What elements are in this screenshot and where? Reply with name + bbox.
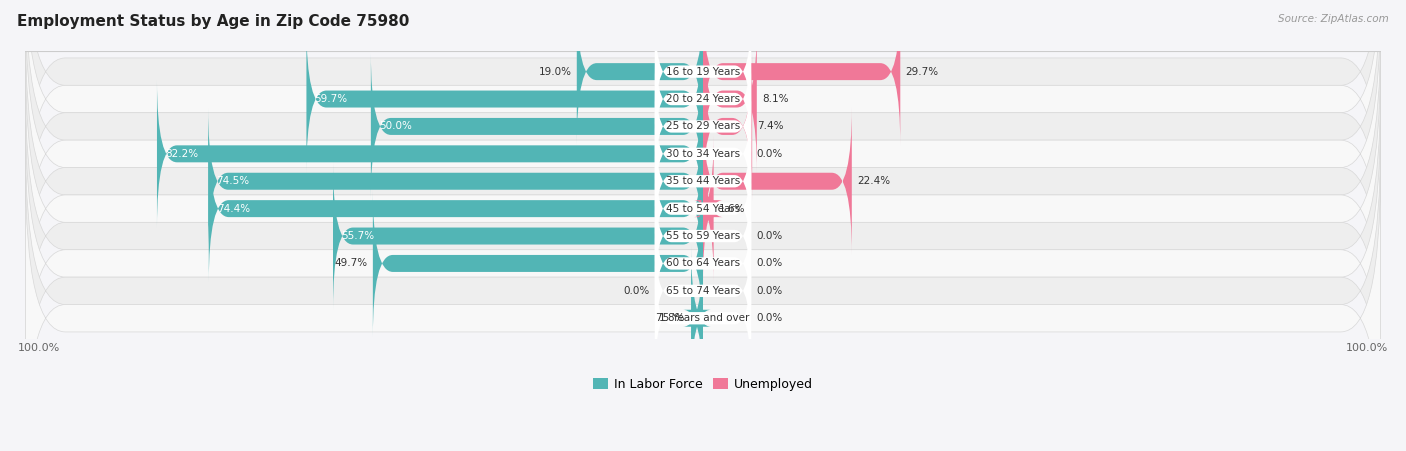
FancyBboxPatch shape [703,25,756,173]
FancyBboxPatch shape [655,256,751,381]
Text: 65 to 74 Years: 65 to 74 Years [666,286,740,296]
FancyBboxPatch shape [655,146,751,271]
Text: 7.4%: 7.4% [758,121,785,131]
Text: 59.7%: 59.7% [315,94,347,104]
Text: 19.0%: 19.0% [538,67,571,77]
FancyBboxPatch shape [655,9,751,134]
FancyBboxPatch shape [655,64,751,189]
Text: 30 to 34 Years: 30 to 34 Years [666,149,740,159]
FancyBboxPatch shape [655,174,751,299]
FancyBboxPatch shape [25,3,1381,304]
Text: 20 to 24 Years: 20 to 24 Years [666,94,740,104]
FancyBboxPatch shape [208,107,703,255]
FancyBboxPatch shape [703,53,752,200]
FancyBboxPatch shape [703,107,852,255]
Text: 49.7%: 49.7% [335,258,367,268]
FancyBboxPatch shape [655,92,751,216]
Text: 25 to 29 Years: 25 to 29 Years [666,121,740,131]
Text: 0.0%: 0.0% [756,286,783,296]
Text: 74.5%: 74.5% [217,176,249,186]
FancyBboxPatch shape [703,0,900,145]
Text: 60 to 64 Years: 60 to 64 Years [666,258,740,268]
Text: 1.6%: 1.6% [718,204,745,214]
Text: 45 to 54 Years: 45 to 54 Years [666,204,740,214]
Text: 35 to 44 Years: 35 to 44 Years [666,176,740,186]
FancyBboxPatch shape [25,167,1381,451]
FancyBboxPatch shape [25,113,1381,414]
Text: 8.1%: 8.1% [762,94,789,104]
Text: 75 Years and over: 75 Years and over [657,313,749,323]
FancyBboxPatch shape [25,31,1381,332]
Text: 0.0%: 0.0% [623,286,650,296]
Text: 0.0%: 0.0% [756,258,783,268]
FancyBboxPatch shape [25,0,1381,250]
FancyBboxPatch shape [307,25,703,173]
FancyBboxPatch shape [693,135,723,282]
Text: 0.0%: 0.0% [756,313,783,323]
FancyBboxPatch shape [655,119,751,244]
Text: 55.7%: 55.7% [342,231,374,241]
FancyBboxPatch shape [333,162,703,310]
FancyBboxPatch shape [25,140,1381,442]
Text: Source: ZipAtlas.com: Source: ZipAtlas.com [1278,14,1389,23]
FancyBboxPatch shape [683,244,711,392]
Text: 22.4%: 22.4% [858,176,890,186]
Text: 0.0%: 0.0% [756,149,783,159]
Text: 0.0%: 0.0% [756,231,783,241]
FancyBboxPatch shape [157,80,703,228]
FancyBboxPatch shape [208,135,703,282]
Text: 1.8%: 1.8% [659,313,686,323]
Text: 55 to 59 Years: 55 to 59 Years [666,231,740,241]
FancyBboxPatch shape [655,201,751,326]
FancyBboxPatch shape [25,0,1381,222]
Text: 50.0%: 50.0% [378,121,412,131]
FancyBboxPatch shape [371,53,703,200]
FancyBboxPatch shape [373,190,703,337]
FancyBboxPatch shape [25,85,1381,387]
Text: 29.7%: 29.7% [905,67,939,77]
FancyBboxPatch shape [655,37,751,161]
Text: 16 to 19 Years: 16 to 19 Years [666,67,740,77]
Text: Employment Status by Age in Zip Code 75980: Employment Status by Age in Zip Code 759… [17,14,409,28]
FancyBboxPatch shape [655,229,751,353]
Text: 74.4%: 74.4% [217,204,250,214]
FancyBboxPatch shape [25,0,1381,277]
Legend: In Labor Force, Unemployed: In Labor Force, Unemployed [588,373,818,396]
FancyBboxPatch shape [25,58,1381,359]
Text: 82.2%: 82.2% [165,149,198,159]
FancyBboxPatch shape [576,0,703,145]
